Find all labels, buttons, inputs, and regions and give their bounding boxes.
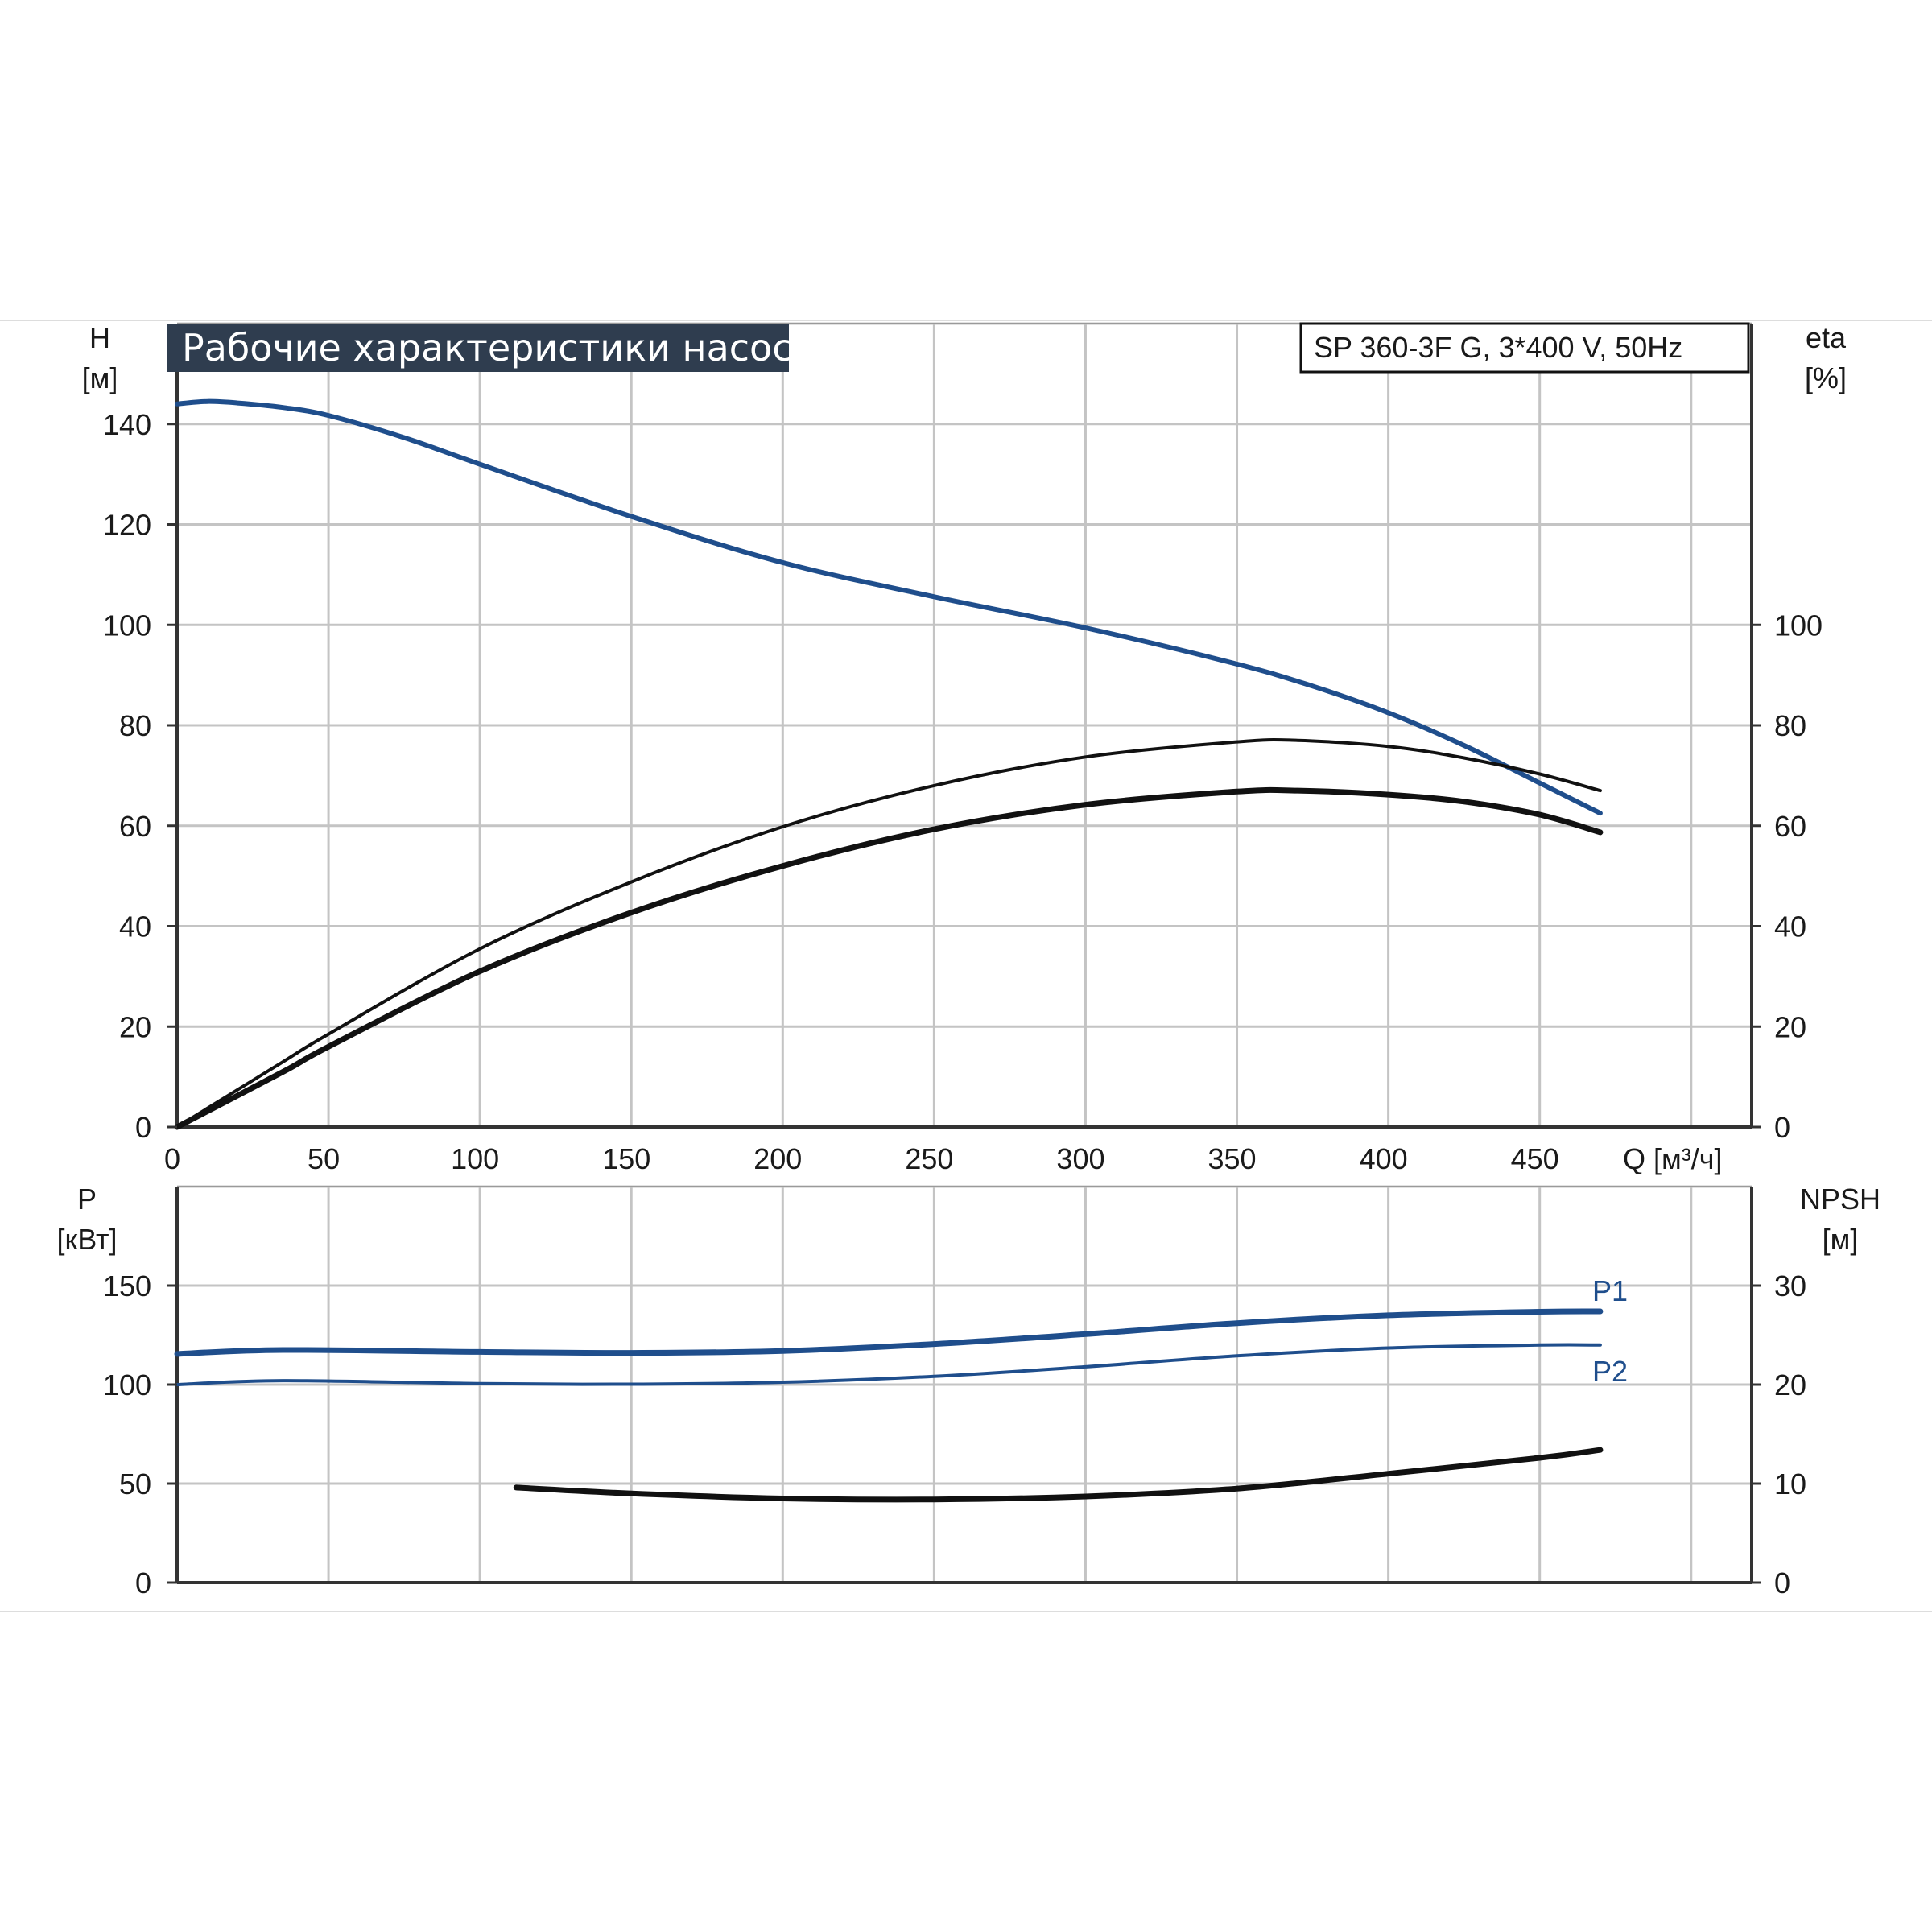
top-right-axis-label: eta [%] (1805, 321, 1847, 394)
x-tick-label: 200 (753, 1142, 802, 1175)
top-curve-1 (175, 398, 1603, 816)
lbl-top-right-line: [%] (1805, 361, 1847, 394)
x-tick-label: 450 (1511, 1142, 1559, 1175)
lbl-bot-right-line: NPSH (1800, 1183, 1880, 1216)
bottom-left-tick-label: 150 (103, 1269, 151, 1302)
model-label-frame (1299, 322, 1750, 374)
x-tick-label: 400 (1360, 1142, 1408, 1175)
bottom-left-tick-label: 0 (135, 1567, 151, 1600)
bottom-curve-2 (175, 1343, 1602, 1386)
top-left-tick-label: 60 (119, 810, 151, 843)
bottom-curve-3 (513, 1447, 1604, 1503)
top-right-tick-label: 40 (1774, 910, 1806, 943)
chart-title: Рабочие характеристики насоса (182, 326, 815, 369)
lbl-top-right-line: eta (1806, 321, 1847, 354)
top-left-tick-label: 20 (119, 1010, 151, 1043)
title-background (167, 324, 789, 372)
bottom-panel-grid (175, 1185, 1753, 1584)
top-left-tick-label: 80 (119, 709, 151, 742)
series-labels: P1 P2 (1592, 1274, 1628, 1388)
bottom-left-axis-label: P [кВт] (56, 1183, 117, 1256)
x-tick-label: 0 (164, 1142, 180, 1175)
top-left-tick-label: 40 (119, 910, 151, 943)
top-left-axis-label: H [м] (82, 321, 118, 394)
series-label-p2: P2 (1592, 1355, 1628, 1388)
top-left-tick-label: 0 (135, 1111, 151, 1144)
top-curve-3 (174, 786, 1604, 1130)
axis-labels: H [м] eta [%] Q [м³/ч] P [кВт] NPSH [м] (56, 321, 1880, 1256)
top-left-tick-label: 100 (103, 609, 151, 642)
x-tick-label: 50 (308, 1142, 340, 1175)
x-tick-label: 350 (1208, 1142, 1256, 1175)
model-label: SP 360-3F G, 3*400 V, 50Hz (1314, 331, 1682, 364)
top-right-tick-label: 20 (1774, 1010, 1806, 1043)
top-curve-2 (175, 738, 1602, 1129)
x-tick-label: 150 (602, 1142, 650, 1175)
lbl-top-left-line: [м] (82, 361, 118, 394)
tick-labels: 0 50 100 150 200 250 300 350 400 4500204060801001… (103, 408, 1823, 1600)
lbl-bot-left-line: P (77, 1183, 97, 1216)
x-tick-label: 300 (1056, 1142, 1104, 1175)
top-panel-curves (174, 398, 1604, 1130)
top-panel-grid (175, 322, 1753, 1129)
x-tick-label: 100 (451, 1142, 499, 1175)
x-axis-label: Q [м³/ч] (1623, 1142, 1723, 1175)
bottom-right-tick-label: 30 (1774, 1269, 1806, 1302)
x-tick-label: 250 (905, 1142, 953, 1175)
chart-title-box: Рабочие характеристики насоса (167, 324, 815, 372)
bottom-left-tick-label: 50 (119, 1468, 151, 1501)
top-right-tick-label: 0 (1774, 1111, 1790, 1144)
lbl-bot-left-line: [кВт] (56, 1223, 117, 1256)
bottom-left-tick-label: 100 (103, 1368, 151, 1402)
lbl-top-left-line: H (89, 321, 110, 354)
top-left-tick-label: 120 (103, 509, 151, 542)
model-label-box: SP 360-3F G, 3*400 V, 50Hz (1299, 322, 1750, 374)
bottom-right-tick-label: 20 (1774, 1368, 1806, 1402)
top-right-tick-label: 100 (1774, 609, 1823, 642)
bottom-panel-curves (174, 1308, 1604, 1503)
top-right-tick-label: 80 (1774, 709, 1806, 742)
lbl-bot-right-line: [м] (1823, 1223, 1859, 1256)
bottom-right-tick-label: 0 (1774, 1567, 1790, 1600)
bottom-curve-1 (174, 1308, 1604, 1357)
series-label-p1: P1 (1592, 1274, 1628, 1307)
bottom-right-axis-label: NPSH [м] (1800, 1183, 1880, 1256)
top-left-tick-label: 140 (103, 408, 151, 441)
bottom-right-tick-label: 10 (1774, 1468, 1806, 1501)
top-right-tick-label: 60 (1774, 810, 1806, 843)
